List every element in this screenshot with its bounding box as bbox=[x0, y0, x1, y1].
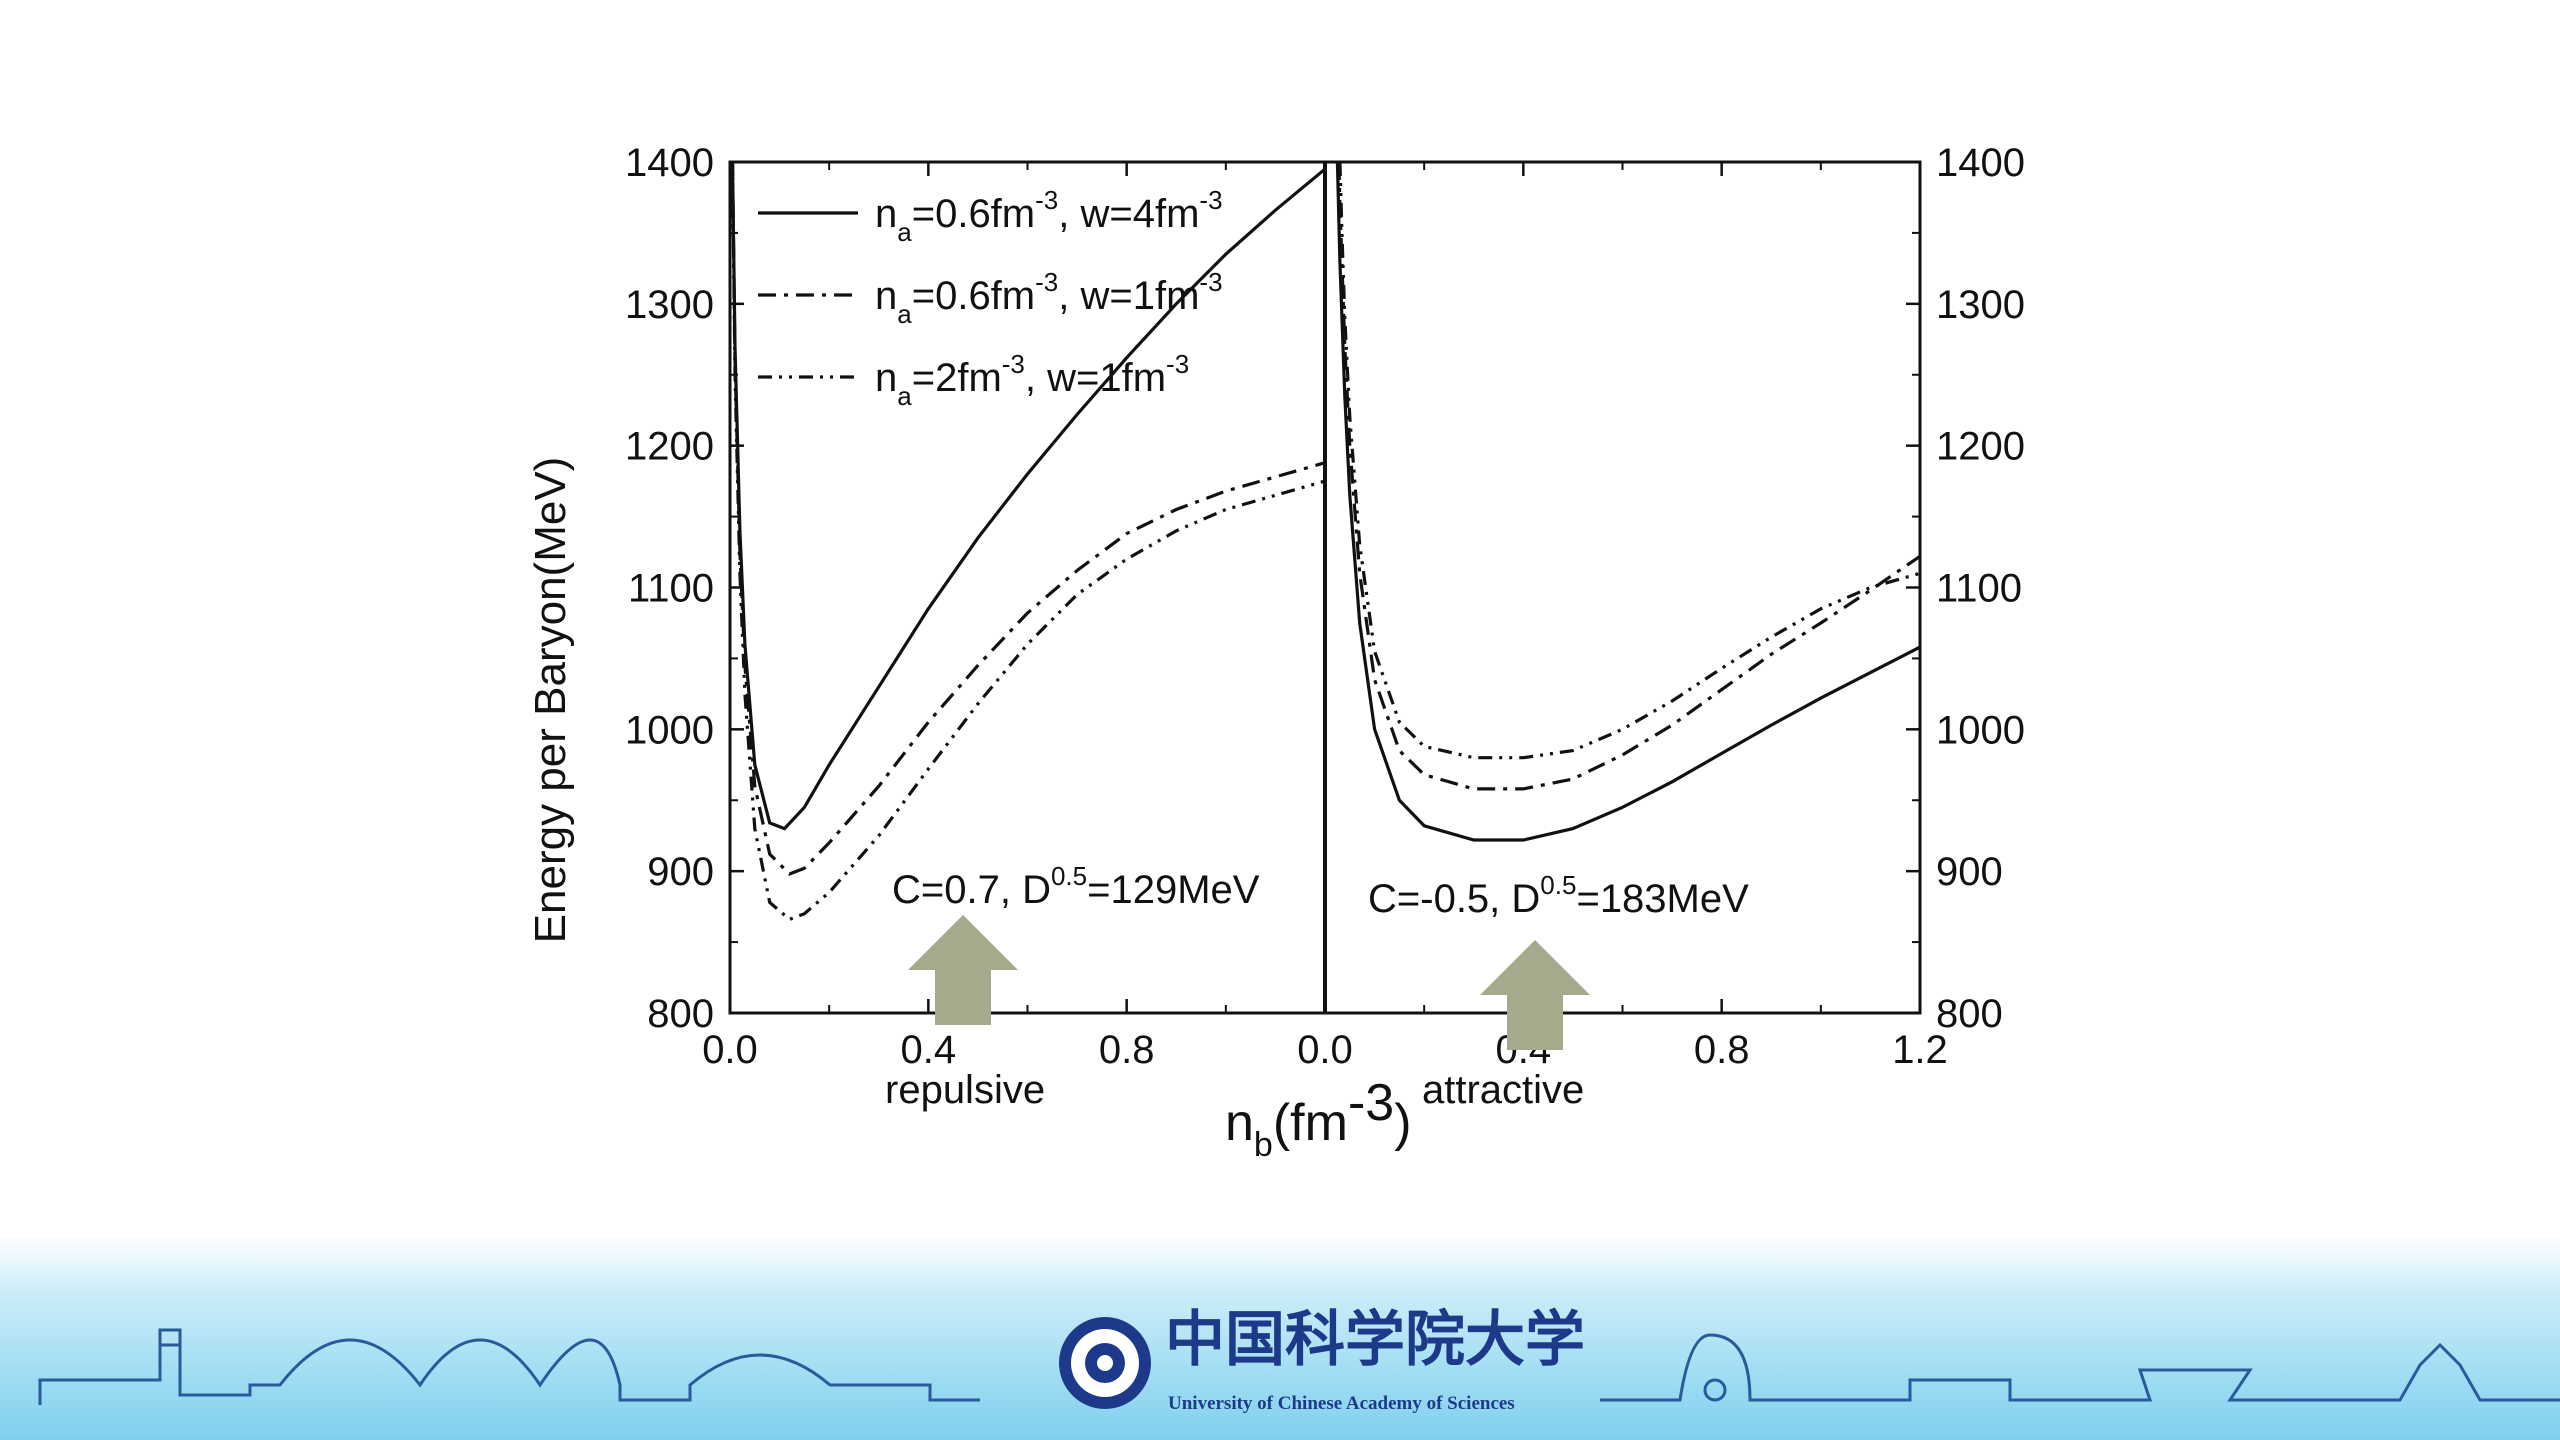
repulsive-caption: repulsive bbox=[885, 1068, 1045, 1112]
left-y-tick-label: 1300 bbox=[625, 283, 714, 327]
left-series-1 bbox=[730, 162, 1325, 876]
y-axis-title: Energy per Baryon(MeV) bbox=[526, 457, 575, 944]
right-series-0 bbox=[1335, 162, 1920, 842]
x-axis-title-sub: b bbox=[1254, 1126, 1273, 1164]
legend: na=0.6fm-3, w=4fm-3 na=0.6fm-3, w=1fm-3 na… bbox=[758, 185, 1223, 411]
attractive-arrow-icon bbox=[1480, 940, 1590, 1050]
left-x-tick-label: 0.8 bbox=[1099, 1028, 1155, 1072]
x-axis-title: nb(fm-3) bbox=[1225, 1074, 1412, 1164]
university-name-zh: 中国科学院大学 bbox=[1165, 1307, 1585, 1373]
right-y-tick-label: 900 bbox=[1936, 850, 2003, 894]
left-series-2 bbox=[730, 162, 1325, 922]
plot-frame bbox=[728, 160, 1922, 1015]
left-y-tick-label: 1100 bbox=[628, 567, 714, 611]
right-x-tick-label: 1.2 bbox=[1892, 1028, 1948, 1072]
left-y-tick-label: 1200 bbox=[625, 425, 714, 469]
left-annotation: C=0.7, D0.5=129MeV bbox=[892, 861, 1260, 912]
attractive-caption: attractive bbox=[1422, 1068, 1584, 1112]
repulsive-arrow-icon bbox=[908, 915, 1018, 1025]
x-axis-title-sup: -3 bbox=[1348, 1074, 1394, 1132]
right-y-tick-label: 1000 bbox=[1936, 708, 2025, 752]
left-series-0 bbox=[730, 162, 1325, 831]
left-y-tick-label: 1000 bbox=[625, 708, 714, 752]
right-y-tick-label: 800 bbox=[1936, 992, 2003, 1036]
right-x-tick-label: 0.8 bbox=[1694, 1028, 1750, 1072]
footer-skyline: 中国科学院大学 University of Chinese Academy of… bbox=[38, 1307, 2560, 1414]
right-y-tick-label: 1100 bbox=[1936, 567, 2022, 611]
x-axis-title-close: ) bbox=[1394, 1094, 1411, 1152]
left-y-tick-label: 800 bbox=[647, 992, 714, 1036]
x-axis-title-mid: (fm bbox=[1273, 1094, 1348, 1152]
legend-entry: na=0.6fm-3, w=4fm-3 bbox=[875, 185, 1223, 247]
right-series-1 bbox=[1337, 162, 1920, 791]
right-x-tick-label: 0.0 bbox=[1297, 1028, 1353, 1072]
ucas-emblem-icon bbox=[1059, 1317, 1151, 1409]
right-y-tick-label: 1200 bbox=[1936, 425, 2025, 469]
left-x-tick-label: 0.0 bbox=[702, 1028, 758, 1072]
legend-entry: na=2fm-3, w=1fm-3 bbox=[875, 349, 1189, 411]
footer-band bbox=[0, 1235, 2560, 1440]
skyline-left bbox=[38, 1328, 980, 1405]
right-annotation: C=-0.5, D0.5=183MeV bbox=[1368, 870, 1749, 921]
right-y-tick-label: 1400 bbox=[1936, 141, 2025, 185]
university-name-en: University of Chinese Academy of Science… bbox=[1168, 1393, 1515, 1414]
left-y-tick-label: 1400 bbox=[625, 141, 714, 185]
skyline-right bbox=[1600, 1333, 2560, 1402]
left-panel: 0.0 0.4 0.8 800 900 1000 1100 1200 1300 1400 bbox=[625, 141, 1325, 1072]
right-series-2 bbox=[1338, 162, 1920, 760]
left-x-tick-label: 0.4 bbox=[901, 1028, 957, 1072]
left-y-tick-label: 900 bbox=[647, 850, 714, 894]
right-y-tick-label: 1300 bbox=[1936, 283, 2025, 327]
x-axis-title-n: n bbox=[1225, 1094, 1254, 1152]
annotations: C=0.7, D0.5=129MeV repulsive C=-0.5, D0.5=… bbox=[885, 861, 1749, 1112]
legend-entry: na=0.6fm-3, w=1fm-3 bbox=[875, 267, 1223, 329]
